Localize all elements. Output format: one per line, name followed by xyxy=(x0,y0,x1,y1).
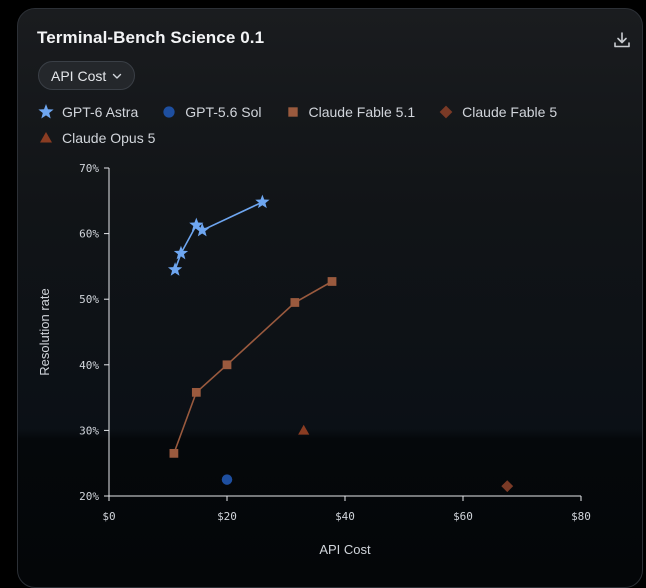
data-point-claude-fable-5 xyxy=(501,480,514,493)
legend-item-gpt-6-astra: GPT-6 Astra xyxy=(38,104,138,120)
legend-marker-square xyxy=(287,107,298,117)
legend-label: Claude Fable 5.1 xyxy=(308,104,416,120)
legend-label: GPT-5.6 Sol xyxy=(185,104,262,120)
x-axis-label: API Cost xyxy=(319,542,371,557)
legend-item-gpt-5-6-sol: GPT-5.6 Sol xyxy=(161,104,262,120)
legend-marker-diamond xyxy=(439,105,453,119)
data-point-claude-fable-5-1 xyxy=(222,360,232,370)
y-tick-label: 70% xyxy=(79,162,99,175)
data-point-gpt-6-astra xyxy=(167,262,183,276)
chart-legend: GPT-6 Astra GPT-5.6 Sol Claude Fable 5.1 Cl… xyxy=(38,104,598,146)
y-tick-label: 50% xyxy=(79,293,99,306)
download-icon[interactable] xyxy=(611,29,633,51)
legend-item-claude-opus-5: Claude Opus 5 xyxy=(38,130,155,146)
x-tick-label: $0 xyxy=(102,510,115,523)
data-point-claude-fable-5-1 xyxy=(290,298,300,307)
y-tick-label: 20% xyxy=(79,490,99,503)
data-point-claude-fable-5-1 xyxy=(191,387,201,397)
y-tick-label: 40% xyxy=(79,359,99,372)
legend-marker-star xyxy=(38,104,54,119)
series-line-claude-fable-5-1 xyxy=(173,280,333,454)
legend-label: Claude Opus 5 xyxy=(62,130,156,146)
legend-item-claude-fable-5-1: Claude Fable 5.1 xyxy=(285,104,416,120)
legend-label: GPT-6 Astra xyxy=(62,104,139,120)
chart-title: Terminal-Bench Science 0.1 xyxy=(37,28,265,47)
data-point-gpt-5-6-sol xyxy=(221,474,233,485)
chevron-down-icon xyxy=(113,73,122,79)
data-point-claude-fable-5-1 xyxy=(169,448,179,458)
x-tick-label: $20 xyxy=(217,510,237,523)
data-point-gpt-6-astra xyxy=(255,194,270,209)
data-point-gpt-6-astra xyxy=(189,217,204,232)
legend-marker-triangle xyxy=(40,132,52,143)
x-tick-label: $60 xyxy=(453,510,473,523)
legend-item-claude-fable-5: Claude Fable 5 xyxy=(438,104,557,120)
y-axis-label: Resolution rate xyxy=(37,288,52,375)
legend-label: Claude Fable 5 xyxy=(462,104,558,120)
series-line-gpt-6-astra xyxy=(174,201,263,270)
chart-plot: 20% 30% 40% 50% 60% 70% $0 $20 $40 $60 $80 API Cost… xyxy=(37,162,591,557)
data-point-claude-opus-5 xyxy=(298,424,310,435)
data-point-claude-fable-5-1 xyxy=(327,277,337,286)
x-tick-label: $40 xyxy=(335,510,355,523)
legend-marker-circle xyxy=(163,106,175,118)
y-tick-label: 30% xyxy=(79,424,99,437)
data-point-gpt-6-astra xyxy=(195,222,210,237)
data-point-gpt-6-astra xyxy=(173,245,189,260)
y-tick-label: 60% xyxy=(79,228,99,241)
metric-dropdown[interactable]: API Cost xyxy=(38,61,136,90)
metric-dropdown-label: API Cost xyxy=(51,67,107,84)
x-tick-label: $80 xyxy=(571,510,591,523)
chart-card: Terminal-Bench Science 0.1 API Cost GPT-… xyxy=(17,8,643,588)
